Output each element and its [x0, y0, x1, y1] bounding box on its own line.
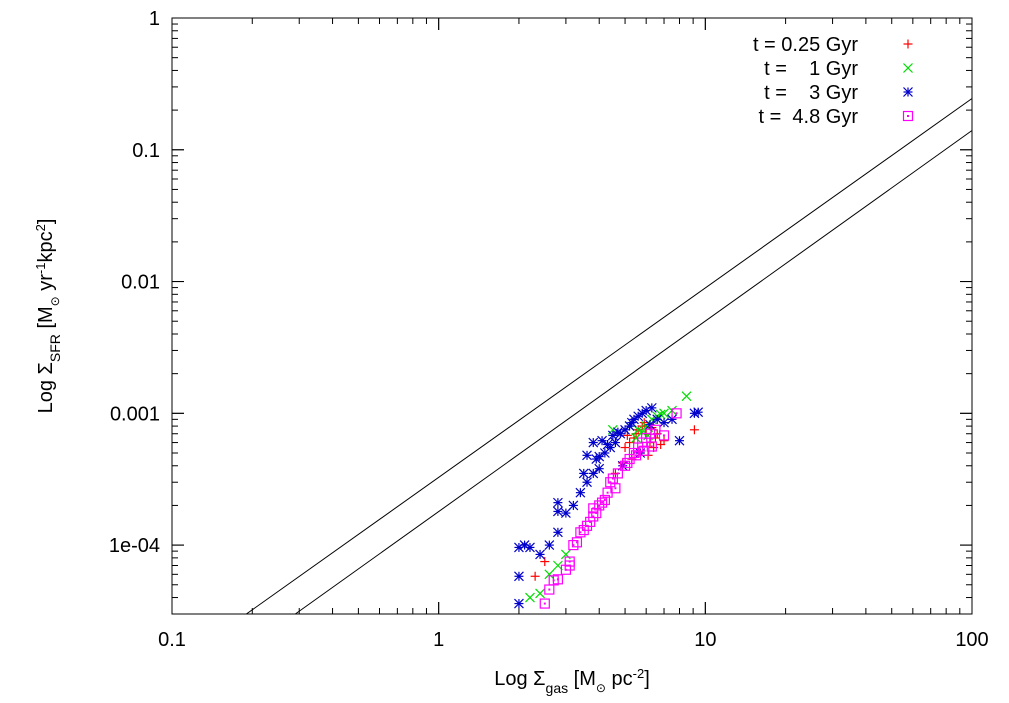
data-points [514, 391, 704, 609]
x-tick-label: 1 [433, 629, 444, 651]
legend-label: t = 3 Gyr [764, 82, 858, 104]
data-point [575, 527, 586, 538]
data-point [631, 433, 642, 443]
data-point [658, 430, 670, 441]
data-point [612, 468, 623, 479]
data-point [631, 429, 641, 439]
x-tick-label: 10 [694, 629, 716, 651]
data-point [539, 598, 550, 609]
data-point [560, 508, 571, 518]
data-point [646, 441, 657, 452]
legend-marker [903, 87, 913, 97]
data-point [514, 598, 524, 609]
data-point [544, 584, 555, 595]
data-point [645, 419, 655, 430]
data-point [646, 402, 657, 413]
data-point [625, 438, 635, 448]
data-point [585, 516, 596, 527]
legend-marker [903, 39, 913, 49]
data-point [544, 540, 555, 551]
data-point [571, 537, 583, 548]
tick-labels: 0.1 1 10 100 1e-04 0.001 0.01 0.1 1 [109, 8, 989, 651]
data-point [535, 588, 545, 599]
data-point [610, 437, 621, 448]
legend-marker [902, 110, 914, 122]
axis-ticks [171, 17, 973, 615]
data-point [693, 407, 704, 418]
data-point [582, 450, 592, 461]
data-point [596, 497, 608, 508]
data-point [610, 483, 621, 494]
data-point [578, 468, 589, 479]
data-point [525, 542, 535, 553]
data-point [552, 574, 564, 585]
reference-line-lower [295, 130, 973, 615]
data-point [514, 571, 524, 582]
data-point [525, 592, 535, 603]
series-star [514, 402, 704, 609]
x-axis-label: Log Σgas [M⊙ pc-2] [494, 666, 650, 697]
data-point [629, 433, 639, 443]
data-point [568, 500, 579, 511]
data-point [594, 500, 605, 511]
legend-marker [903, 63, 913, 73]
data-point [597, 435, 607, 446]
data-point [674, 435, 685, 446]
data-point [659, 436, 669, 446]
data-point [650, 424, 661, 435]
x-tick-label: 100 [955, 629, 988, 651]
data-point [626, 417, 637, 428]
data-point [659, 417, 669, 428]
y-tick-label: 0.01 [121, 272, 160, 294]
data-point [564, 556, 575, 567]
reference-line-upper [246, 98, 973, 615]
data-point [612, 427, 623, 438]
data-point [588, 437, 599, 448]
data-point [568, 539, 579, 551]
legend-label: t = 1 Gyr [764, 58, 858, 80]
data-point [575, 487, 586, 498]
data-point [599, 448, 610, 458]
data-point [552, 527, 563, 538]
y-tick-label: 1e-04 [109, 535, 160, 557]
y-tick-label: 1 [149, 8, 160, 30]
data-point [620, 443, 630, 453]
legend-label: t = 4.8 Gyr [759, 106, 859, 128]
legend-label: t = 0.25 Gyr [753, 34, 858, 56]
series-box [539, 408, 682, 609]
data-point [671, 408, 682, 419]
data-point [594, 463, 605, 474]
data-point [605, 477, 616, 488]
y-tick-label: 0.001 [110, 403, 160, 425]
data-point [588, 511, 599, 522]
data-point [582, 477, 592, 488]
data-point [689, 425, 699, 435]
data-point [602, 439, 613, 450]
data-point [599, 494, 610, 506]
data-point [535, 549, 545, 560]
data-point [552, 497, 563, 508]
data-point [552, 506, 563, 517]
data-point [588, 503, 599, 514]
data-point [622, 457, 633, 469]
data-point [588, 468, 599, 479]
data-point [681, 391, 692, 402]
plot-frame [171, 17, 973, 615]
data-point [544, 569, 555, 580]
y-axis-label: Log ΣSFR [M⊙ yr-1kpc2] [33, 219, 64, 414]
reference-lines [246, 98, 973, 615]
y-tick-label: 0.1 [132, 140, 160, 162]
data-point [530, 571, 540, 581]
x-tick-label: 0.1 [158, 629, 186, 651]
